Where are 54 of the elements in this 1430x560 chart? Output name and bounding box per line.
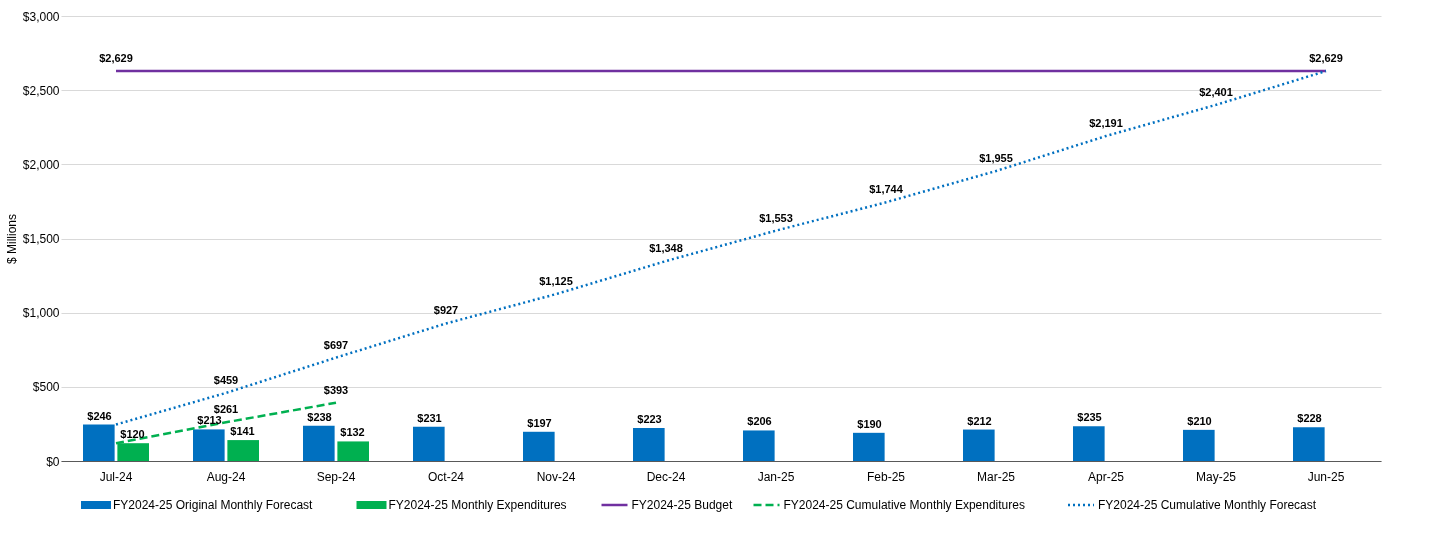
data-label: $210 [1187,414,1212,427]
legend-label: FY2024-25 Cumulative Monthly Expenditures [783,498,1025,512]
data-label: $1,348 [649,242,683,255]
x-tick-label: Mar-25 [976,469,1016,484]
data-label: $141 [230,425,255,438]
x-tick-label: Oct-24 [427,469,465,484]
data-label: $2,629 [99,52,133,65]
data-label: $228 [1297,412,1322,425]
data-label: $2,191 [1089,117,1123,129]
legend-label: FY2024-25 Original Monthly Forecast [113,498,314,512]
data-label: $120 [120,428,145,441]
data-label: $927 [433,304,459,317]
data-label: $206 [747,415,772,428]
data-label: $212 [967,414,992,427]
legend-label: FY2024-25 Cumulative Monthly Forecast [1098,498,1317,512]
y-tick-label: $3,000 [22,9,60,24]
data-label: $235 [1077,411,1102,424]
data-label: $197 [527,416,552,429]
y-tick-label: $1,500 [22,232,60,246]
data-label: $1,744 [869,183,904,196]
data-label: $1,955 [979,152,1013,165]
x-tick-label: Feb-25 [866,469,906,484]
legend-label: FY2024-25 Budget [631,498,733,512]
data-label: $459 [213,373,239,386]
y-tick-label: $2,500 [22,83,60,98]
data-label: $2,401 [1199,85,1233,98]
data-label: $238 [307,410,332,423]
data-label: $1,553 [759,211,793,224]
x-tick-label: Jul-24 [99,469,133,484]
x-tick-label: May-25 [1195,469,1237,484]
data-label: $2,629 [1309,52,1343,65]
x-tick-label: Apr-25 [1087,469,1125,484]
x-tick-label: Aug-24 [206,469,246,484]
x-tick-label: Jan-25 [757,469,795,484]
data-label: $231 [417,411,442,424]
x-tick-label: Jun-25 [1307,469,1345,484]
data-label: $223 [637,412,662,425]
y-tick-label: $500 [32,380,60,395]
x-tick-label: Nov-24 [536,469,576,484]
legend-label: FY2024-25 Monthly Expenditures [388,498,567,512]
y-axis-title: $ Millions [4,213,19,265]
data-label: $1,125 [539,275,573,288]
data-label: $697 [323,338,349,351]
x-tick-label: Sep-24 [316,469,356,484]
y-tick-label: $1,000 [22,306,60,321]
x-tick-label: Dec-24 [646,469,686,484]
y-tick-label: $2,000 [22,157,60,172]
y-tick-label: $0 [46,454,60,469]
data-label: $246 [87,409,112,422]
data-label: $393 [323,383,349,396]
data-label: $132 [340,426,365,439]
data-label: $213 [197,414,222,427]
data-label: $261 [213,403,239,416]
data-label: $190 [857,417,882,430]
